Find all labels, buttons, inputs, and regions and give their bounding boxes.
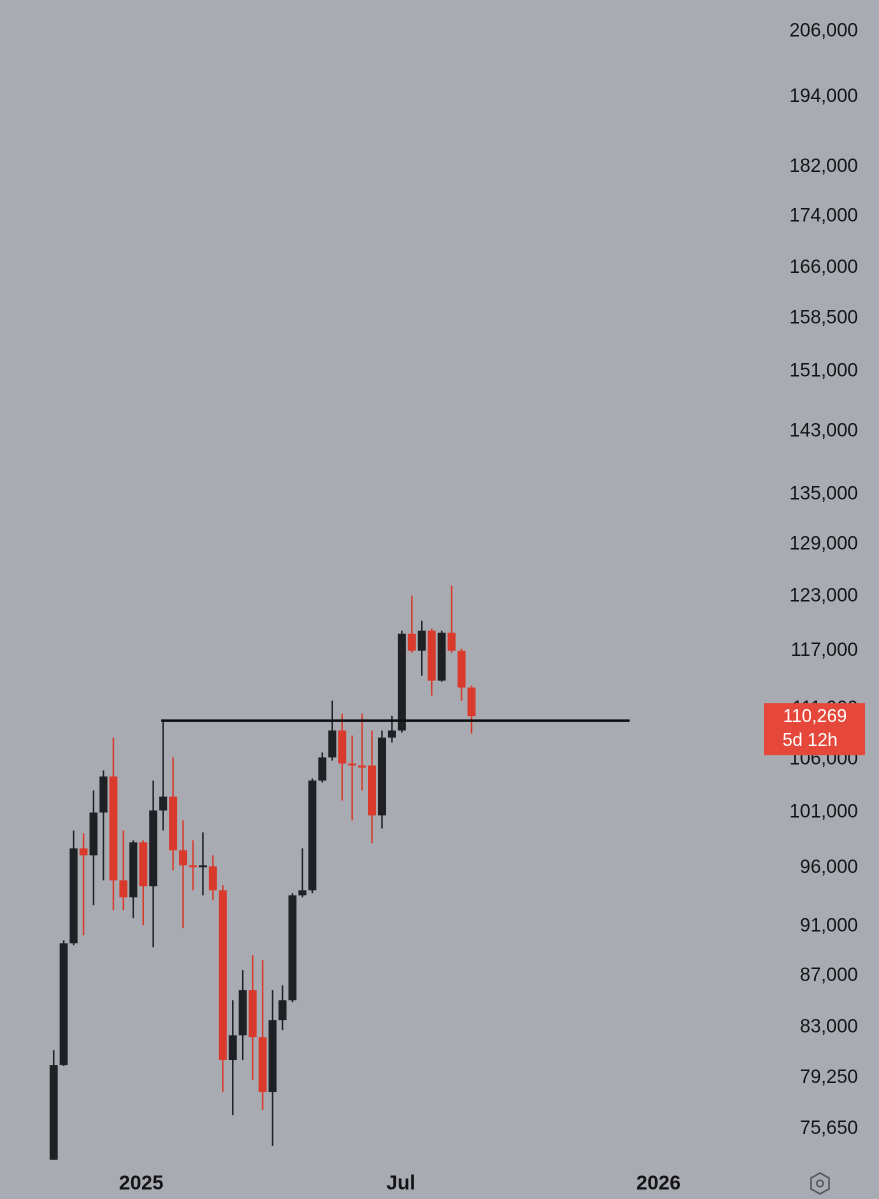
candle-body bbox=[467, 687, 476, 717]
candle-body bbox=[109, 776, 118, 881]
y-tick-label: 182,000 bbox=[789, 156, 858, 177]
y-tick-label: 91,000 bbox=[800, 916, 858, 937]
candle-body bbox=[188, 865, 197, 868]
candle-body bbox=[397, 633, 406, 731]
settings-hexagon bbox=[810, 1172, 830, 1195]
candle-body bbox=[288, 895, 297, 1001]
candle-body bbox=[119, 880, 128, 898]
candle-body bbox=[248, 990, 257, 1038]
y-tick-label: 151,000 bbox=[789, 361, 858, 382]
candle-body bbox=[228, 1035, 237, 1061]
price-label-box bbox=[764, 703, 865, 756]
y-tick-label: 135,000 bbox=[789, 483, 858, 504]
settings-icon[interactable] bbox=[810, 1172, 830, 1195]
candle-body bbox=[318, 757, 327, 781]
candle-body bbox=[198, 865, 207, 868]
candle-body bbox=[308, 780, 317, 891]
y-tick-label: 174,000 bbox=[789, 205, 858, 226]
y-tick-label: 206,000 bbox=[789, 20, 858, 41]
x-tick-label: 2025 bbox=[119, 1172, 164, 1194]
candle-body bbox=[278, 1000, 287, 1021]
candle-body bbox=[377, 737, 386, 816]
y-tick-label: 166,000 bbox=[789, 257, 858, 278]
candle-body bbox=[238, 990, 247, 1036]
candle-body bbox=[348, 763, 357, 766]
y-tick-label: 87,000 bbox=[800, 965, 858, 986]
candle-body bbox=[49, 1065, 58, 1160]
candle-body bbox=[208, 866, 217, 891]
candle-body bbox=[368, 765, 377, 816]
y-tick-label: 83,000 bbox=[800, 1016, 858, 1037]
candle-body bbox=[149, 810, 158, 887]
candle-body bbox=[437, 632, 446, 681]
y-tick-label: 123,000 bbox=[789, 585, 858, 606]
y-tick-label: 79,250 bbox=[800, 1067, 858, 1088]
y-tick-label: 158,500 bbox=[789, 308, 858, 329]
countdown-label: 5d 12h bbox=[782, 730, 837, 750]
candle-body bbox=[89, 812, 98, 856]
candle-body bbox=[159, 796, 168, 811]
candle-body bbox=[218, 890, 227, 1061]
y-tick-label: 101,000 bbox=[789, 801, 858, 822]
candle-body bbox=[268, 1020, 277, 1093]
x-tick-label: Jul bbox=[386, 1172, 415, 1194]
candle-body bbox=[358, 765, 367, 768]
candle-body bbox=[457, 650, 466, 688]
candle-body bbox=[407, 633, 416, 651]
candle-body bbox=[59, 943, 68, 1066]
price-label: 110,269 bbox=[783, 706, 847, 726]
y-tick-label: 117,000 bbox=[791, 640, 858, 661]
candle-body bbox=[79, 848, 88, 856]
x-tick-label: 2026 bbox=[636, 1172, 681, 1194]
candle-body bbox=[338, 730, 347, 764]
candle-body bbox=[179, 850, 188, 866]
candle-body bbox=[129, 842, 138, 898]
candle-body bbox=[387, 730, 396, 738]
candle-body bbox=[99, 776, 108, 813]
candle-body bbox=[69, 848, 78, 944]
candle-body bbox=[139, 842, 148, 887]
candle-body bbox=[298, 890, 307, 896]
y-tick-label: 75,650 bbox=[800, 1118, 858, 1139]
y-tick-label: 194,000 bbox=[789, 86, 858, 107]
y-tick-label: 129,000 bbox=[789, 533, 858, 554]
y-tick-label: 96,000 bbox=[800, 857, 858, 878]
candle-body bbox=[169, 796, 178, 851]
candle-body bbox=[328, 730, 337, 758]
y-tick-label: 143,000 bbox=[789, 420, 858, 441]
candle-body bbox=[417, 630, 426, 651]
candle-body bbox=[447, 632, 456, 651]
candle-body bbox=[427, 630, 436, 681]
candle-body bbox=[258, 1037, 267, 1093]
settings-dot bbox=[815, 1179, 824, 1188]
